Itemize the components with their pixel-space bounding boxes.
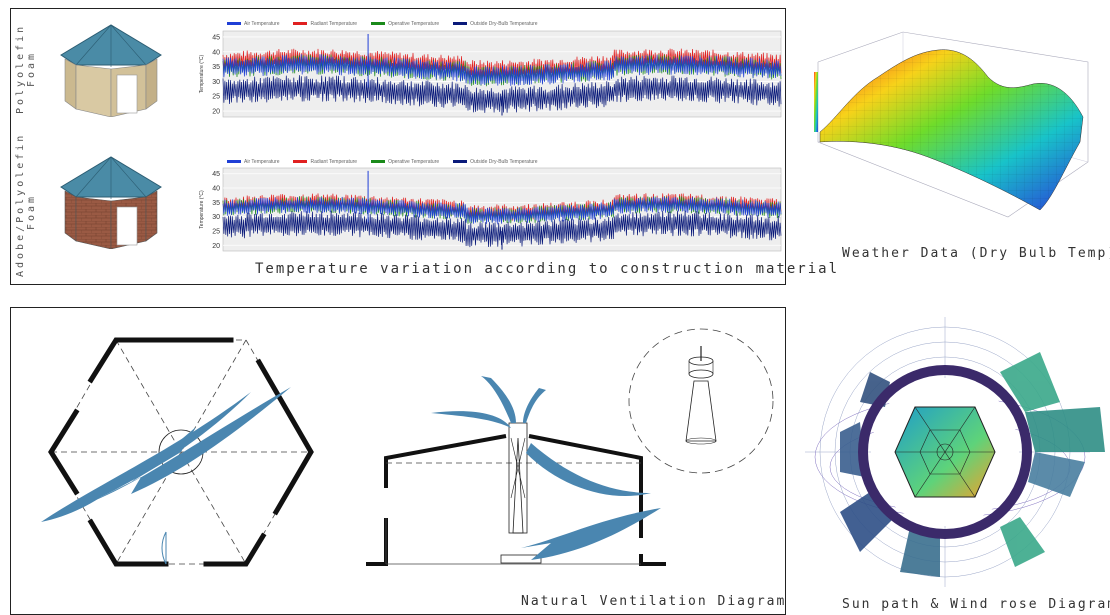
legend-item-air: Air Temperature xyxy=(227,21,279,27)
y-tick-label: 20 xyxy=(212,109,220,116)
legend-item-outside: Outside Dry-Bulb Temperature xyxy=(453,159,538,165)
chimney-detail xyxy=(628,328,774,474)
legend-item-outside: Outside Dry-Bulb Temperature xyxy=(453,21,538,27)
y-tick-label: 45 xyxy=(212,171,220,178)
foam-shelter-illustration xyxy=(60,24,162,117)
chart2-legend: Air Temperature Radiant Temperature Oper… xyxy=(227,159,538,165)
y-tick-label: 40 xyxy=(212,186,220,193)
temperature-caption: Temperature variation according to const… xyxy=(255,261,840,277)
legend-item-air: Air Temperature xyxy=(227,159,279,165)
temperature-chart-foam: 20 25 30 35 40 45 Temperature (°C) xyxy=(199,30,782,118)
ventilation-caption: Natural Ventilation Diagram xyxy=(521,594,787,609)
series-line-air-temperature xyxy=(222,54,782,86)
legend-item-operative: Operative Temperature xyxy=(371,159,439,165)
y-axis-title: Temperature (°C) xyxy=(199,190,205,229)
sunpath-caption: Sun path & Wind rose Diagram xyxy=(842,597,1110,612)
row2-label: Adobe/Polyolefin Foam xyxy=(15,132,37,277)
y-tick-label: 30 xyxy=(212,214,220,221)
series-line-air-temperature xyxy=(222,196,782,225)
y-axis-title: Temperature (°C) xyxy=(199,54,205,93)
y-tick-label: 20 xyxy=(212,243,220,250)
legend-item-radiant: Radiant Temperature xyxy=(293,21,357,27)
weather-caption: Weather Data (Dry Bulb Temp) xyxy=(842,246,1110,261)
y-tick-label: 30 xyxy=(212,79,220,86)
weather-surface-plot xyxy=(814,31,1089,218)
y-tick-label: 45 xyxy=(212,34,220,41)
y-tick-label: 35 xyxy=(212,64,220,71)
legend-item-radiant: Radiant Temperature xyxy=(293,159,357,165)
sunpath-windrose-diagram xyxy=(805,317,1105,587)
ventilation-panel: Natural Ventilation Diagram xyxy=(10,307,786,615)
series-line-radiant-temperature xyxy=(222,48,782,81)
chart1-legend: Air Temperature Radiant Temperature Oper… xyxy=(227,21,538,27)
section-diagram xyxy=(366,376,666,566)
temperature-chart-adobe: 20 25 30 35 40 45 Temperature (°C) xyxy=(199,167,782,252)
y-tick-label: 25 xyxy=(212,94,220,101)
temperature-panel: Polyolefin Foam Air Temperature Radiant … xyxy=(10,8,837,285)
row1-label: Polyolefin Foam xyxy=(15,23,37,115)
adobe-shelter-illustration xyxy=(60,156,162,249)
y-tick-label: 40 xyxy=(212,49,220,56)
legend-item-operative: Operative Temperature xyxy=(371,21,439,27)
y-tick-label: 35 xyxy=(212,200,220,207)
floor-plan-diagram xyxy=(41,337,314,567)
y-tick-label: 25 xyxy=(212,228,220,235)
